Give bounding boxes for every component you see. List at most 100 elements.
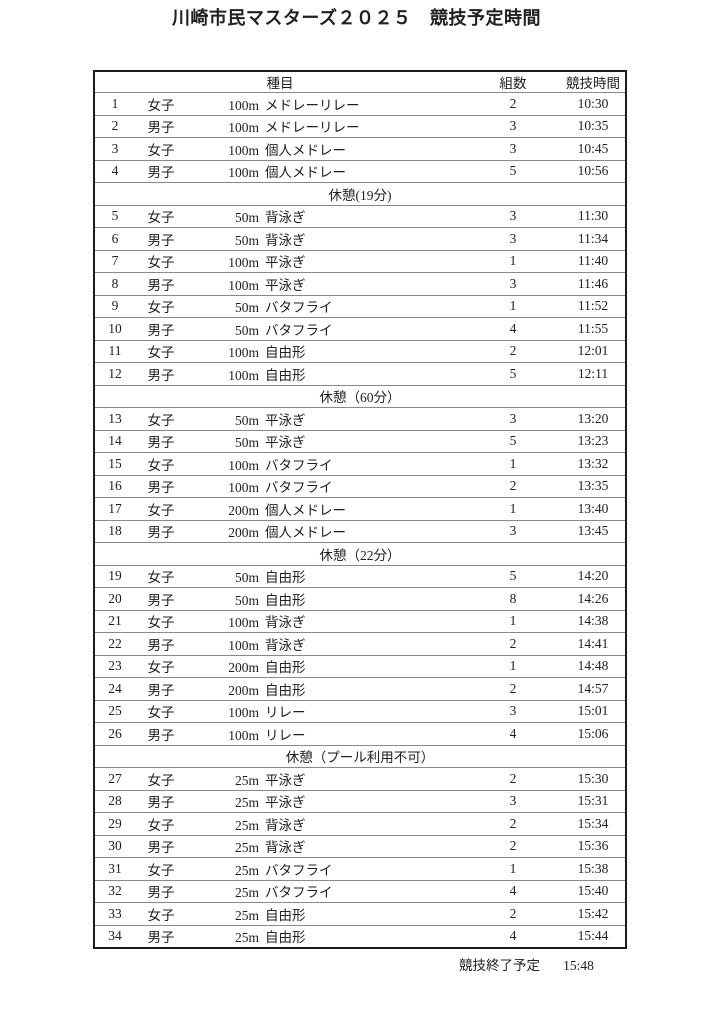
heats-cell: 2 [509,635,517,651]
event-stroke: リレー [265,705,306,721]
event-distance: 100m [228,367,259,383]
event-cell: 25m 平泳ぎ [187,790,465,813]
event-distance: 100m [228,255,259,271]
event-distance: 50m [234,570,259,586]
heats-cell: 3 [509,793,517,809]
time-cell: 13:23 [577,433,609,449]
gender-cell: 女子 [147,660,175,676]
break-label: 休憩（22分） [319,547,401,563]
event-distance: 200m [228,502,259,518]
event-stroke: 背泳ぎ [265,615,306,631]
event-cell: 25m 自由形 [187,925,465,948]
time-cell: 11:46 [577,275,609,291]
event-stroke: 背泳ぎ [265,210,306,226]
schedule-table: 種目 組数 競技時間 1 女子 100m メドレーリレー 2 10:30 2 男子 100m メド… [93,70,628,949]
page-title: 川崎市民マスターズ２０２５ 競技予定時間 [171,8,542,28]
event-number-cell: 23 [108,658,122,674]
gender-cell: 女子 [147,300,175,316]
event-cell: 25m バタフライ [187,880,465,903]
event-stroke: 自由形 [265,345,306,361]
time-cell: 11:55 [577,320,609,336]
event-distance: 25m [234,817,259,833]
gender-cell: 女子 [147,142,175,158]
event-stroke: 平泳ぎ [265,277,306,293]
event-stroke: 自由形 [265,592,306,608]
event-row: 33 女子 25m 自由形 2 15:42 [94,903,627,925]
event-number-cell: 20 [108,590,122,606]
time-cell: 12:01 [577,343,609,359]
event-number-cell: 24 [108,680,122,696]
event-stroke: 自由形 [265,682,306,698]
event-cell: 50m 背泳ぎ [187,228,465,251]
event-number-cell: 19 [108,568,122,584]
event-distance: 100m [228,480,259,496]
event-distance: 50m [234,232,259,248]
event-distance: 50m [234,210,259,226]
gender-cell: 女子 [147,907,175,923]
footer-row: 競技終了予定 15:48 [93,956,625,976]
event-row: 12 男子 100m 自由形 5 12:11 [94,363,627,385]
event-distance: 50m [234,300,259,316]
time-cell: 11:30 [577,208,609,224]
table-header-row: 種目 組数 競技時間 [94,71,627,93]
event-distance: 100m [228,637,259,653]
event-row: 32 男子 25m バタフライ 4 15:40 [94,880,627,903]
event-stroke: 背泳ぎ [265,817,306,833]
heats-cell: 1 [509,613,517,629]
event-cell: 200m 自由形 [187,655,465,678]
time-cell: 10:56 [577,163,609,179]
event-stroke: バタフライ [265,300,333,316]
event-cell: 50m 自由形 [187,565,465,588]
event-number-cell: 26 [108,725,122,741]
event-number-cell: 28 [108,793,122,809]
heats-cell: 5 [509,568,517,584]
event-stroke: 平泳ぎ [265,795,306,811]
heats-cell: 2 [509,815,517,831]
time-cell: 12:11 [577,365,609,381]
event-number-cell: 17 [108,500,122,516]
event-distance: 100m [228,142,259,158]
event-number-cell: 14 [108,433,122,449]
event-number-cell: 4 [111,163,119,179]
gender-cell: 女子 [147,345,175,361]
event-distance: 50m [234,322,259,338]
event-stroke: メドレーリレー [265,97,360,113]
gender-cell: 男子 [147,120,175,136]
event-distance: 25m [234,907,259,923]
event-row: 1 女子 100m メドレーリレー 2 10:30 [94,93,627,115]
event-distance: 200m [228,660,259,676]
event-row: 28 男子 25m 平泳ぎ 3 15:31 [94,790,627,813]
event-row: 34 男子 25m 自由形 4 15:44 [94,925,626,948]
break-row: 休憩（プール利用不可） [94,745,627,768]
event-stroke: バタフライ [265,885,333,901]
gender-cell: 女子 [147,457,175,473]
time-cell: 13:45 [577,523,609,539]
gender-cell: 女子 [147,97,175,113]
event-distance: 200m [228,525,259,541]
event-row: 27 女子 25m 平泳ぎ 2 15:30 [94,768,627,790]
event-row: 6 男子 50m 背泳ぎ 3 11:34 [94,228,627,251]
event-row: 18 男子 200m 個人メドレー 3 13:45 [94,520,627,543]
event-row: 22 男子 100m 背泳ぎ 2 14:41 [94,633,627,656]
event-distance: 25m [234,885,259,901]
event-stroke: 自由形 [265,660,306,676]
heats-cell: 3 [509,140,517,156]
event-number-cell: 18 [108,523,122,539]
event-cell: 100m 自由形 [187,340,465,363]
event-cell: 200m 個人メドレー [187,498,465,521]
event-number-cell: 6 [111,230,119,246]
event-cell: 100m 背泳ぎ [187,633,465,656]
event-row: 16 男子 100m バタフライ 2 13:35 [94,475,627,498]
time-cell: 10:35 [577,118,609,134]
heats-cell: 3 [509,275,517,291]
gender-cell: 男子 [147,480,175,496]
event-distance: 25m [234,862,259,878]
event-cell: 25m 背泳ぎ [187,813,465,836]
event-distance: 50m [234,592,259,608]
schedule-table-body: 1 女子 100m メドレーリレー 2 10:30 2 男子 100m メドレーリレー 3 10:35… [94,93,627,948]
event-number-cell: 11 [108,343,122,359]
event-cell: 100m リレー [187,723,465,746]
heats-cell: 3 [509,230,517,246]
event-distance: 50m [234,412,259,428]
heats-cell: 3 [509,410,517,426]
